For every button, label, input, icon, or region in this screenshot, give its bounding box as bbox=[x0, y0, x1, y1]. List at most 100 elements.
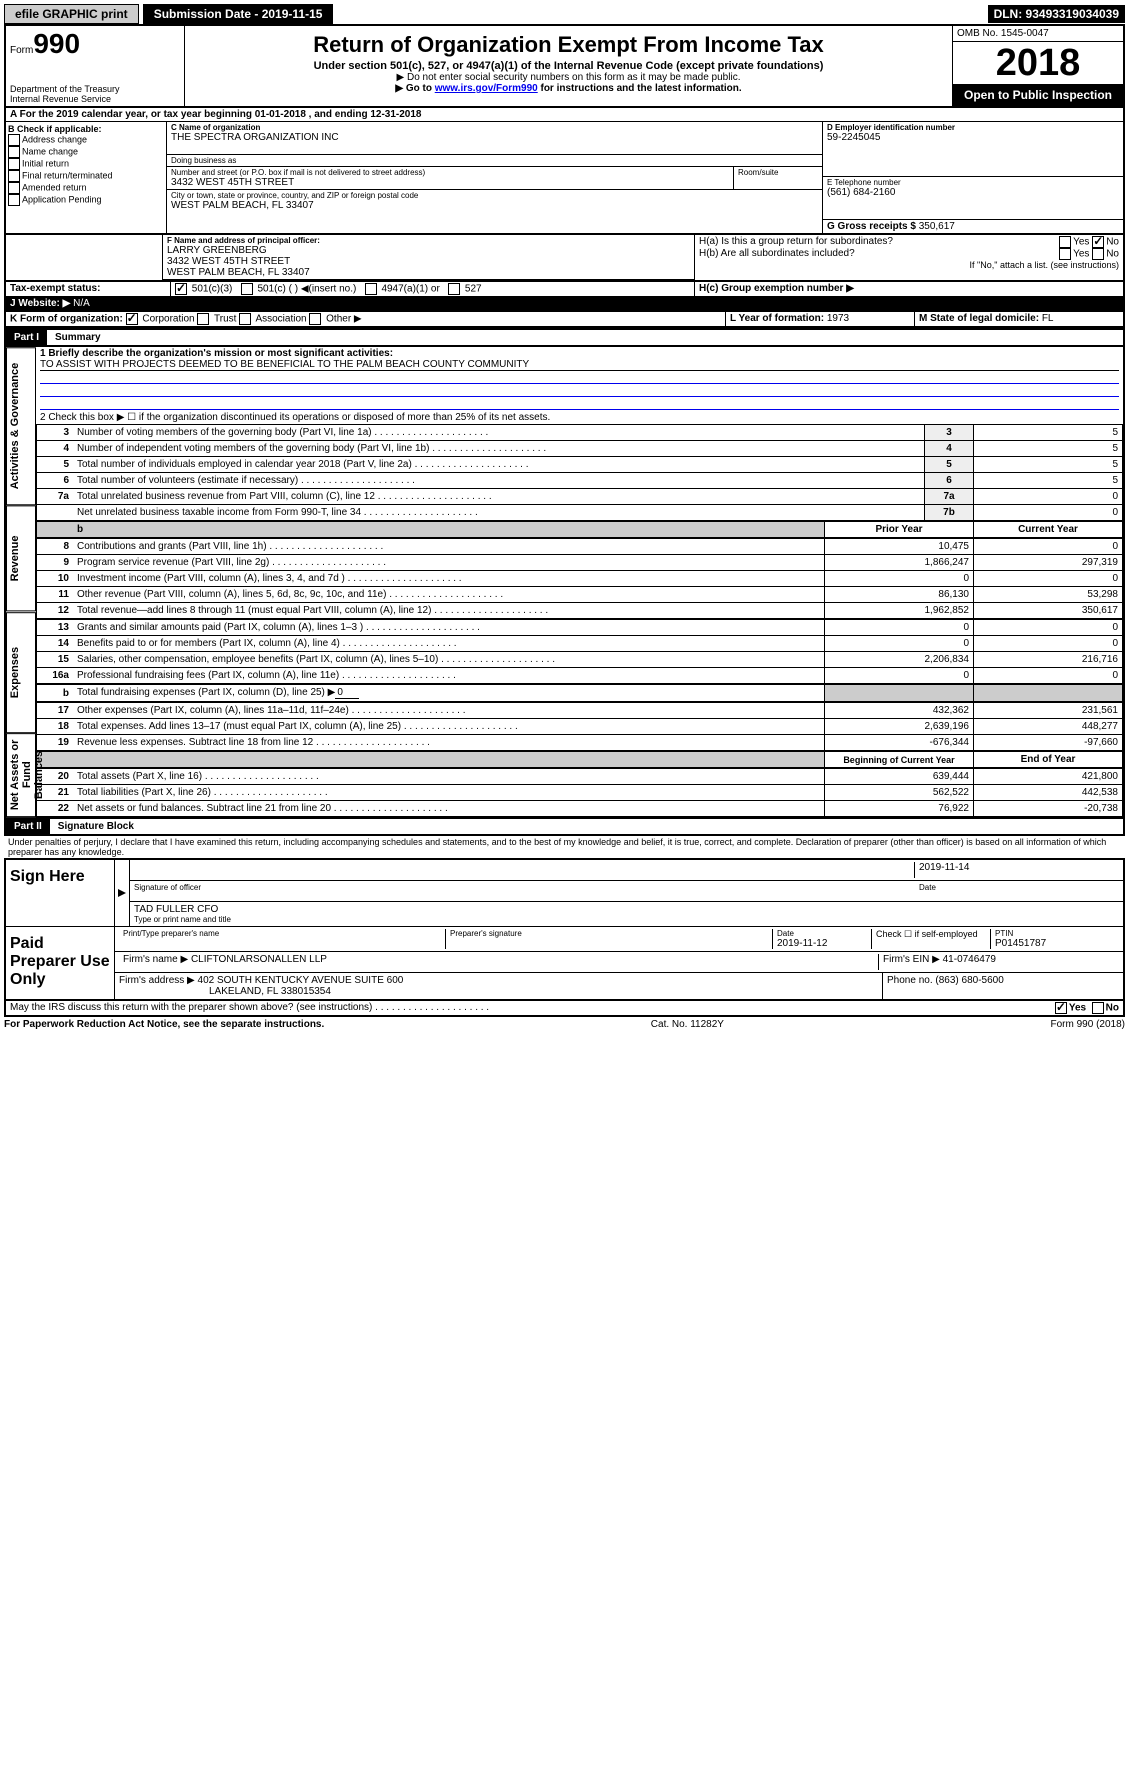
preparer-name-label: Print/Type preparer's name bbox=[123, 929, 441, 938]
boxF-label: F Name and address of principal officer: bbox=[167, 236, 690, 245]
part2-title: Signature Block bbox=[50, 819, 142, 834]
fundraising-total: 0 bbox=[335, 687, 359, 699]
officer-name: LARRY GREENBERG bbox=[167, 245, 690, 256]
efile-button[interactable]: efile GRAPHIC print bbox=[4, 4, 139, 24]
ein-value: 59-2245045 bbox=[827, 132, 1119, 143]
tax-year: 2018 bbox=[953, 42, 1123, 84]
section-fh: F Name and address of principal officer:… bbox=[4, 234, 1125, 282]
boxHb: H(b) Are all subordinates included? bbox=[699, 248, 1059, 260]
tab-expenses: Expenses bbox=[6, 612, 36, 733]
officer-addr2: WEST PALM BEACH, FL 33407 bbox=[167, 267, 690, 278]
ptin-value: P01451787 bbox=[995, 938, 1115, 949]
org-name: THE SPECTRA ORGANIZATION INC bbox=[171, 132, 818, 143]
boxM-label: M State of legal domicile: bbox=[919, 313, 1039, 324]
footer-mid: Cat. No. 11282Y bbox=[651, 1019, 724, 1030]
submission-button[interactable]: Submission Date - 2019-11-15 bbox=[143, 4, 334, 24]
firm-addr2: LAKELAND, FL 338015354 bbox=[119, 986, 878, 997]
room-label: Room/suite bbox=[738, 168, 818, 177]
preparer-sig-label: Preparer's signature bbox=[450, 929, 768, 938]
check-final-return[interactable] bbox=[8, 170, 20, 182]
check-trust[interactable] bbox=[197, 313, 209, 325]
expense-table: 13 Grants and similar amounts paid (Part… bbox=[36, 619, 1123, 684]
check-501c[interactable] bbox=[241, 283, 253, 295]
date-label: Date bbox=[915, 883, 1119, 899]
boxL-label: L Year of formation: bbox=[730, 313, 824, 324]
sig-officer-label: Signature of officer bbox=[134, 883, 915, 899]
discuss-question: May the IRS discuss this return with the… bbox=[10, 1002, 372, 1013]
website-value: N/A bbox=[73, 298, 90, 309]
officer-printed-name: TAD FULLER CFO bbox=[134, 904, 231, 915]
firm-name: CLIFTONLARSONALLEN LLP bbox=[191, 954, 327, 965]
boxE-label: E Telephone number bbox=[827, 178, 1119, 187]
hb-no[interactable] bbox=[1092, 248, 1104, 260]
ha-yes[interactable] bbox=[1059, 236, 1071, 248]
expense-table-2: 17 Other expenses (Part IX, column (A), … bbox=[36, 702, 1123, 751]
check-name-change[interactable] bbox=[8, 146, 20, 158]
firm-phone: (863) 680-5600 bbox=[935, 975, 1003, 986]
preparer-date-label: Date bbox=[777, 929, 867, 938]
note2-post: for instructions and the latest informat… bbox=[538, 83, 742, 94]
check-pending[interactable] bbox=[8, 194, 20, 206]
part1-header: Part I bbox=[6, 330, 47, 345]
hb-yes[interactable] bbox=[1059, 248, 1071, 260]
open-public-badge: Open to Public Inspection bbox=[953, 84, 1123, 106]
check-assoc[interactable] bbox=[239, 313, 251, 325]
gross-receipts: 350,617 bbox=[919, 221, 955, 232]
boy-header: Beginning of Current Year bbox=[825, 752, 974, 768]
prior-year-header: Prior Year bbox=[825, 522, 974, 538]
boxK-label: K Form of organization: bbox=[10, 314, 123, 325]
ptin-label: PTIN bbox=[995, 929, 1115, 938]
q1-label: 1 Briefly describe the organization's mi… bbox=[40, 348, 1119, 359]
firm-addr1: 402 SOUTH KENTUCKY AVENUE SUITE 600 bbox=[198, 975, 404, 986]
part2-header: Part II bbox=[6, 819, 50, 834]
boxHa: H(a) Is this a group return for subordin… bbox=[699, 236, 1059, 248]
boxI-label: Tax-exempt status: bbox=[10, 283, 100, 294]
boxHc: H(c) Group exemption number ▶ bbox=[699, 283, 854, 294]
name-title-label: Type or print name and title bbox=[134, 915, 231, 924]
form990-link[interactable]: www.irs.gov/Form990 bbox=[435, 83, 538, 94]
dept-label: Department of the Treasury bbox=[10, 84, 180, 94]
form-note1: ▶ Do not enter social security numbers o… bbox=[189, 72, 948, 83]
boxJ-label: J Website: ▶ bbox=[10, 298, 70, 309]
discuss-yes[interactable] bbox=[1055, 1002, 1067, 1014]
addr-label: Number and street (or P.O. box if mail i… bbox=[171, 168, 729, 177]
check-initial-return[interactable] bbox=[8, 158, 20, 170]
q2-text: 2 Check this box ▶ ☐ if the organization… bbox=[36, 411, 1123, 424]
footer-right: Form 990 (2018) bbox=[1051, 1019, 1125, 1030]
check-amended[interactable] bbox=[8, 182, 20, 194]
firm-ein: 41-0746479 bbox=[943, 954, 996, 965]
netassets-table: 20 Total assets (Part X, line 16) 639,44… bbox=[36, 768, 1123, 817]
check-address-change[interactable] bbox=[8, 134, 20, 146]
city-value: WEST PALM BEACH, FL 33407 bbox=[171, 200, 818, 211]
tab-revenue: Revenue bbox=[6, 505, 36, 611]
state-domicile: FL bbox=[1042, 313, 1054, 324]
boxB-title: B Check if applicable: bbox=[8, 124, 164, 134]
form-number: 990 bbox=[33, 28, 80, 59]
check-501c3[interactable] bbox=[175, 283, 187, 295]
ha-no[interactable] bbox=[1092, 236, 1104, 248]
boxD-label: D Employer identification number bbox=[827, 123, 1119, 132]
irs-label: Internal Revenue Service bbox=[10, 94, 180, 104]
officer-addr1: 3432 WEST 45TH STREET bbox=[167, 256, 690, 267]
check-other[interactable] bbox=[309, 313, 321, 325]
period-line: A For the 2019 calendar year, or tax yea… bbox=[4, 108, 1125, 122]
form-header: Form990 Department of the Treasury Inter… bbox=[4, 24, 1125, 108]
declaration-text: Under penalties of perjury, I declare th… bbox=[4, 836, 1125, 858]
check-527[interactable] bbox=[448, 283, 460, 295]
governance-table: 3 Number of voting members of the govern… bbox=[36, 424, 1123, 521]
current-year-header: Current Year bbox=[974, 522, 1123, 538]
form-prefix: Form bbox=[10, 45, 33, 56]
discuss-no[interactable] bbox=[1092, 1002, 1104, 1014]
eoy-header: End of Year bbox=[974, 752, 1123, 768]
mission-text: TO ASSIST WITH PROJECTS DEEMED TO BE BEN… bbox=[40, 359, 1119, 371]
note2-pre: ▶ Go to bbox=[395, 83, 434, 94]
check-4947[interactable] bbox=[365, 283, 377, 295]
sign-here-label: Sign Here bbox=[6, 860, 115, 926]
footer-left: For Paperwork Reduction Act Notice, see … bbox=[4, 1019, 324, 1030]
arrow-icon bbox=[118, 889, 126, 897]
revenue-table: 8 Contributions and grants (Part VIII, l… bbox=[36, 538, 1123, 619]
preparer-date: 2019-11-12 bbox=[777, 938, 867, 949]
self-employed-check[interactable]: Check ☐ if self-employed bbox=[872, 929, 991, 949]
boxC-name-label: C Name of organization bbox=[171, 123, 818, 132]
check-corp[interactable] bbox=[126, 313, 138, 325]
